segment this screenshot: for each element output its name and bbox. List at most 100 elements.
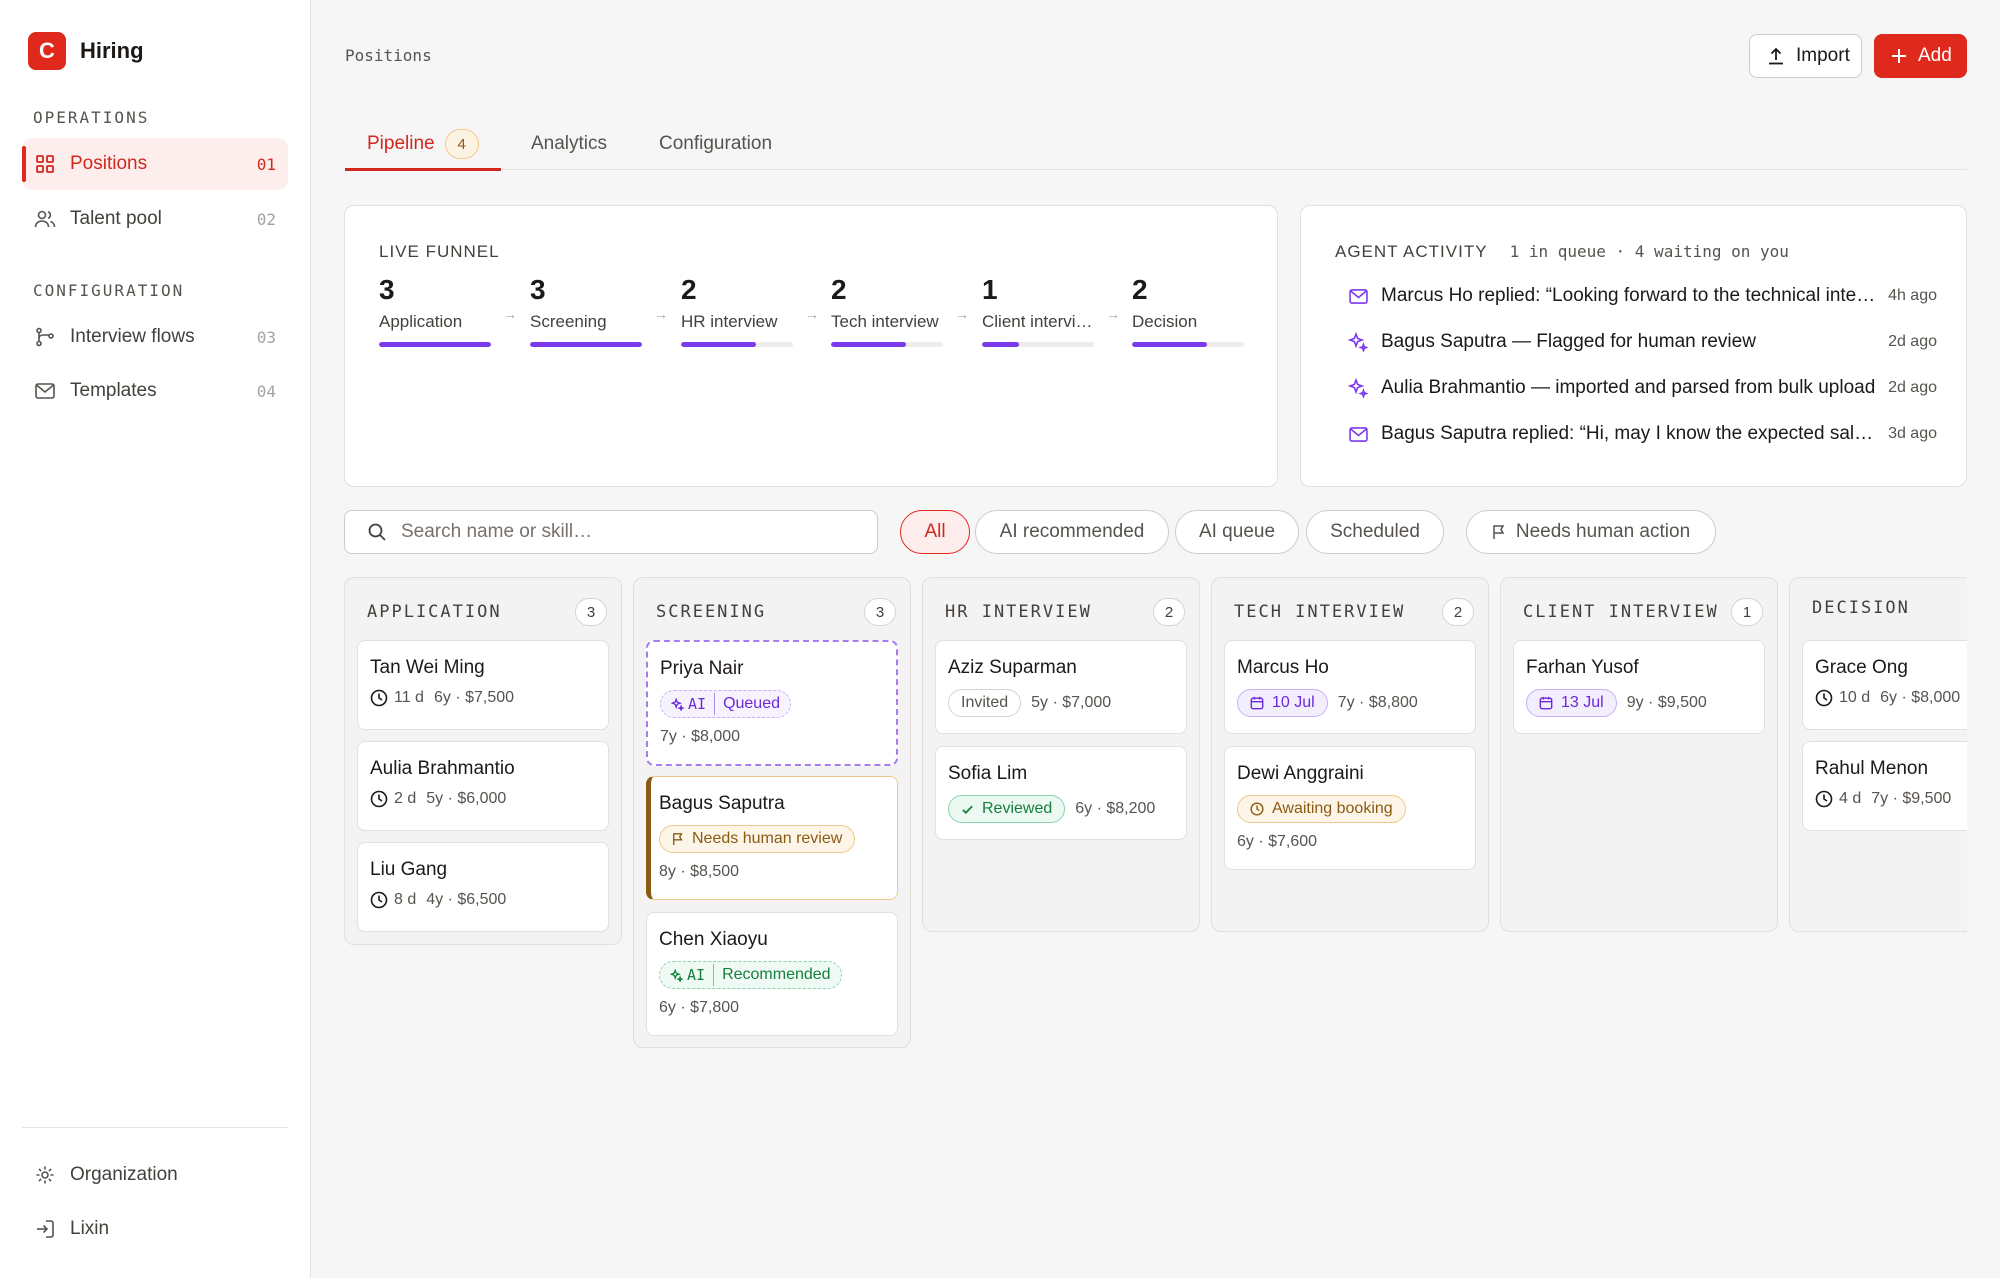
funnel-stage-hr-interview[interactable]: 2 HR interview <box>681 274 793 347</box>
candidate-experience-salary: 5y · $6,000 <box>426 790 507 807</box>
candidate-card[interactable]: Tan Wei Ming 11 d 6y · $7,500 <box>357 640 609 730</box>
activity-text: Marcus Ho replied: “Looking forward to t… <box>1381 285 1877 306</box>
activity-summary: 1 in queue · 4 waiting on you <box>1509 242 1789 261</box>
sidebar-item-interview-flows[interactable]: Interview flows 03 <box>22 311 288 363</box>
filter-chip-all[interactable]: All <box>900 510 970 554</box>
breadcrumb: Positions <box>345 46 432 65</box>
ai-tag-label: AI <box>687 966 706 984</box>
invited-badge: Invited <box>948 689 1022 717</box>
filter-chip-scheduled[interactable]: Scheduled <box>1306 510 1444 554</box>
candidate-name: Tan Wei Ming <box>370 657 485 678</box>
tab-label: Analytics <box>531 133 608 154</box>
sidebar-item-talent-pool[interactable]: Talent pool 02 <box>22 193 288 245</box>
ai-tag: AI <box>671 695 706 713</box>
candidate-card[interactable]: Aulia Brahmantio 2 d 5y · $6,000 <box>357 741 609 831</box>
stage-progress <box>681 342 793 347</box>
tab-badge: 4 <box>444 129 479 159</box>
candidate-name: Priya Nair <box>660 658 744 679</box>
sidebar-item-number: 01 <box>256 154 276 174</box>
tab-configuration[interactable]: Configuration <box>659 118 772 170</box>
status-label: Queued <box>723 695 780 712</box>
candidate-card[interactable]: Rahul Menon 4 d 7y · $9,500 <box>1802 741 1967 831</box>
sidebar-item-positions[interactable]: Positions 01 <box>22 138 288 190</box>
search-input[interactable] <box>401 521 841 543</box>
ai-tag: AI <box>670 966 705 984</box>
activity-text: Bagus Saputra — Flagged for human review <box>1381 331 1756 352</box>
activity-item[interactable]: Aulia Brahmantio — imported and parsed f… <box>1347 373 1937 403</box>
candidate-experience-salary: 7y · $9,500 <box>1871 790 1952 807</box>
column-header: TECH INTERVIEW 2 <box>1234 598 1474 626</box>
candidate-name: Chen Xiaoyu <box>659 929 768 950</box>
activity-item[interactable]: Bagus Saputra — Flagged for human review… <box>1347 327 1937 357</box>
candidate-card[interactable]: Sofia Lim Reviewed 6y · $8,200 <box>935 746 1187 840</box>
clock-icon <box>370 689 388 707</box>
sidebar-item-account[interactable]: Lixin <box>22 1203 288 1255</box>
filter-chip-needs-human-action[interactable]: Needs human action <box>1466 510 1716 554</box>
sidebar-item-label: Positions <box>70 153 148 174</box>
candidate-card[interactable]: Farhan Yusof 13 Jul 9y · $9,500 <box>1513 640 1765 734</box>
tab-pipeline[interactable]: Pipeline 4 <box>345 118 501 171</box>
candidate-meta: 13 Jul 9y · $9,500 <box>1526 689 1752 717</box>
candidate-name: Liu Gang <box>370 859 448 880</box>
candidate-card[interactable]: Grace Ong 10 d 6y · $8,000 <box>1802 640 1967 730</box>
section-label-operations: OPERATIONS <box>33 108 150 127</box>
sidebar-item-label: Talent pool <box>70 208 162 229</box>
brand: C Hiring <box>28 32 144 70</box>
activity-item[interactable]: Bagus Saputra replied: “Hi, may I know t… <box>1347 419 1937 449</box>
column-client-interview: CLIENT INTERVIEW 1 Farhan Yusof 13 Jul 9… <box>1500 577 1778 932</box>
candidate-card[interactable]: Bagus Saputra Needs human review 8y · $8… <box>646 776 898 900</box>
activity-text: Aulia Brahmantio — imported and parsed f… <box>1381 377 1876 398</box>
search-box[interactable] <box>344 510 878 554</box>
column-count: 2 <box>1442 598 1474 626</box>
candidate-experience-salary: 4y · $6,500 <box>426 891 507 908</box>
add-button[interactable]: Add <box>1874 34 1967 78</box>
sidebar-item-number: 02 <box>256 209 276 229</box>
activity-time: 2d ago <box>1888 379 1937 396</box>
filter-chip-ai-queue[interactable]: AI queue <box>1175 510 1299 554</box>
candidate-card[interactable]: Dewi Anggraini Awaiting booking 6y · $7,… <box>1224 746 1476 870</box>
column-count: 1 <box>1731 598 1763 626</box>
import-button[interactable]: Import <box>1749 34 1862 78</box>
status-label: Needs human review <box>692 830 843 847</box>
candidate-experience-salary: 6y · $8,200 <box>1075 800 1156 817</box>
stage-count: 3 <box>530 274 546 305</box>
add-label: Add <box>1918 45 1952 66</box>
candidate-card[interactable]: Aziz Suparman Invited 5y · $7,000 <box>935 640 1187 734</box>
stage-label: Tech interview <box>831 312 939 331</box>
arrow-right-icon: → <box>503 306 517 322</box>
stage-progress <box>831 342 943 347</box>
candidate-card[interactable]: Chen Xiaoyu AI Recommended 6y · $7,800 <box>646 912 898 1036</box>
funnel-stage-application[interactable]: 3 Application <box>379 274 491 347</box>
candidate-age: 11 d <box>394 689 424 706</box>
candidate-card[interactable]: Liu Gang 8 d 4y · $6,500 <box>357 842 609 932</box>
filter-chip-ai-recommended[interactable]: AI recommended <box>975 510 1169 554</box>
funnel-stage-tech-interview[interactable]: 2 Tech interview <box>831 274 943 347</box>
badge-separator <box>713 964 715 986</box>
candidate-name: Aulia Brahmantio <box>370 758 515 779</box>
agent-activity-panel: AGENT ACTIVITY 1 in queue · 4 waiting on… <box>1300 205 1967 487</box>
funnel-stage-screening[interactable]: 3 Screening <box>530 274 642 347</box>
funnel-stage-decision[interactable]: 2 Decision <box>1132 274 1244 347</box>
sidebar-item-organization[interactable]: Organization <box>22 1149 288 1201</box>
stage-count: 3 <box>379 274 395 305</box>
column-screening: SCREENING 3 Priya Nair AI Queued 7y · $8… <box>633 577 911 1048</box>
stage-label: Decision <box>1132 312 1198 331</box>
candidate-card[interactable]: Priya Nair AI Queued 7y · $8,000 <box>646 640 898 766</box>
sidebar-item-templates[interactable]: Templates 04 <box>22 365 288 417</box>
column-title: SCREENING <box>656 602 767 622</box>
funnel-stage-client-interview[interactable]: 1 Client interview <box>982 274 1094 347</box>
clock-icon <box>1815 790 1833 808</box>
candidate-experience-salary: 8y · $8,500 <box>659 863 740 880</box>
candidate-experience-salary: 5y · $7,000 <box>1031 694 1112 711</box>
flag-icon <box>672 832 684 846</box>
activity-item[interactable]: Marcus Ho replied: “Looking forward to t… <box>1347 281 1937 311</box>
upload-icon <box>1766 46 1786 66</box>
stage-label: Screening <box>530 312 607 331</box>
sign-in-icon <box>34 1218 56 1240</box>
tab-analytics[interactable]: Analytics <box>531 118 607 170</box>
candidate-age: 8 d <box>394 891 417 908</box>
status-label: Reviewed <box>982 800 1053 817</box>
stage-progress <box>530 342 642 347</box>
candidate-card[interactable]: Marcus Ho 10 Jul 7y · $8,800 <box>1224 640 1476 734</box>
